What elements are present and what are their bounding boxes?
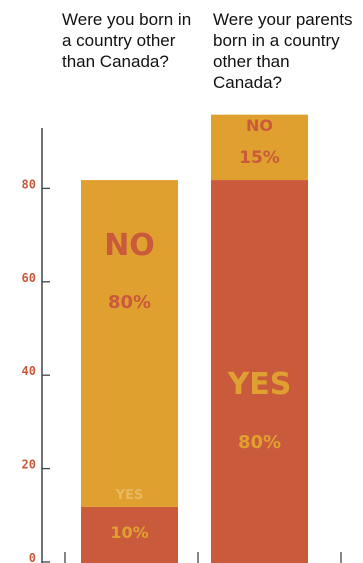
- bar-yes-label-1: YES: [115, 488, 144, 503]
- bar-yes-percent-1: 10%: [110, 523, 148, 542]
- bar-yes-2: [211, 180, 308, 563]
- bar-no-label-2: NO: [246, 116, 273, 135]
- category-title-1: Were you born in a country other than Ca…: [62, 10, 192, 71]
- bar-no-1: [81, 180, 178, 507]
- category-title-2: Were your parents born in a country othe…: [213, 10, 353, 92]
- bar-yes-1: [81, 506, 178, 563]
- y-tick-label-1: 20: [22, 458, 36, 472]
- bar-no-percent-2: 15%: [239, 148, 280, 168]
- bar-no-2: [211, 114, 308, 181]
- bar-yes-label-2: YES: [227, 367, 292, 402]
- y-tick-label-2: 40: [22, 364, 36, 378]
- y-tick-label-3: 60: [22, 271, 36, 285]
- bar-no-label-1: NO: [104, 228, 155, 263]
- y-tick-label-0: 0: [29, 551, 36, 563]
- bar-yes-percent-2: 80%: [238, 432, 281, 453]
- bar-no-percent-1: 80%: [108, 292, 151, 313]
- y-tick-label-4: 80: [22, 177, 36, 191]
